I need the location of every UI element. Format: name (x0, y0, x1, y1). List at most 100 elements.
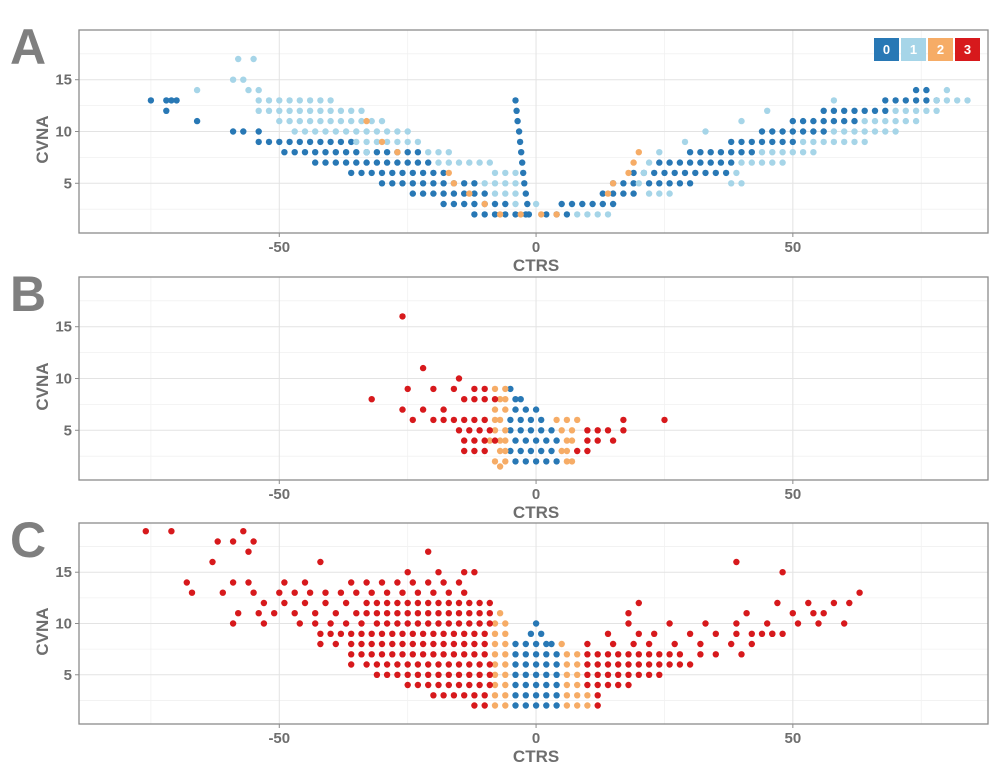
y-tick-label: 15 (55, 319, 72, 336)
data-point-series-3 (312, 620, 319, 627)
data-point-series-3 (425, 620, 432, 627)
data-point-series-3 (461, 396, 468, 403)
data-point-series-2 (481, 200, 488, 208)
data-point-series-3 (368, 640, 375, 648)
data-point-series-2 (558, 447, 565, 455)
data-point-series-0 (728, 138, 735, 146)
data-point-series-3 (322, 599, 329, 607)
data-point-series-0 (322, 149, 329, 156)
data-point-series-3 (394, 579, 401, 586)
data-point-series-1 (368, 117, 375, 125)
data-point-series-0 (373, 159, 381, 166)
data-point-series-3 (378, 640, 386, 648)
legend-swatch-2 (928, 38, 953, 61)
data-point-series-3 (584, 681, 591, 689)
data-point-series-3 (604, 661, 612, 668)
data-point-series-3 (394, 610, 401, 617)
data-point-series-0 (414, 149, 422, 156)
data-point-series-2 (553, 211, 560, 218)
data-point-series-3 (758, 630, 766, 637)
data-point-series-3 (430, 416, 437, 424)
data-point-series-3 (430, 385, 437, 393)
data-point-series-1 (943, 97, 951, 104)
data-point-series-1 (758, 159, 766, 166)
data-point-series-3 (594, 681, 601, 689)
data-point-series-3 (733, 630, 740, 637)
data-point-series-2 (574, 692, 581, 699)
data-point-series-1 (851, 128, 858, 135)
data-point-series-3 (594, 437, 601, 444)
data-point-series-0 (471, 211, 478, 218)
data-point-series-3 (317, 630, 324, 637)
data-point-series-3 (419, 651, 427, 658)
data-point-series-3 (430, 589, 437, 596)
data-point-series-0 (419, 169, 427, 177)
data-point-series-3 (625, 681, 632, 689)
data-point-series-1 (404, 128, 411, 135)
data-point-series-1 (799, 138, 807, 146)
data-point-series-0 (337, 138, 345, 146)
data-point-series-1 (481, 180, 488, 187)
data-point-series-1 (764, 107, 771, 115)
data-point-series-3 (481, 640, 488, 648)
data-point-series-2 (574, 651, 581, 658)
data-point-series-0 (419, 180, 427, 187)
data-point-series-0 (173, 97, 180, 104)
data-point-series-3 (666, 620, 673, 627)
data-point-series-1 (912, 107, 920, 115)
data-point-series-3 (656, 651, 663, 658)
data-point-series-3 (620, 427, 627, 434)
data-point-series-0 (255, 128, 262, 135)
data-point-series-2 (517, 211, 524, 218)
data-point-series-1 (327, 97, 334, 104)
data-point-series-3 (425, 548, 432, 555)
data-point-series-0 (527, 447, 535, 455)
data-point-series-3 (748, 630, 755, 637)
data-point-series-3 (445, 610, 452, 617)
data-point-series-3 (276, 589, 283, 596)
data-point-series-3 (425, 610, 432, 617)
data-point-series-1 (317, 97, 324, 104)
data-point-series-0 (512, 671, 519, 678)
data-point-series-3 (635, 630, 642, 637)
data-point-series-3 (440, 579, 447, 586)
data-point-series-3 (461, 447, 468, 455)
data-point-series-0 (769, 128, 776, 135)
data-point-series-1 (358, 107, 365, 115)
data-point-series-3 (389, 640, 396, 648)
data-point-series-2 (491, 651, 499, 658)
data-point-series-0 (409, 169, 416, 177)
data-point-series-3 (425, 661, 432, 668)
data-point-series-0 (553, 681, 560, 689)
data-point-series-3 (609, 640, 617, 648)
data-point-series-0 (312, 149, 319, 156)
data-point-series-2 (491, 692, 499, 699)
data-point-series-0 (332, 149, 339, 156)
data-point-series-3 (461, 640, 468, 648)
data-point-series-2 (502, 620, 509, 627)
data-point-series-0 (532, 661, 540, 668)
data-point-series-3 (168, 528, 175, 535)
data-point-series-0 (728, 159, 735, 166)
data-point-series-3 (419, 640, 427, 648)
data-point-series-2 (450, 180, 458, 187)
data-point-series-3 (748, 640, 755, 648)
data-point-series-0 (342, 159, 350, 166)
data-point-series-3 (363, 661, 370, 668)
data-point-series-2 (496, 447, 504, 455)
data-point-series-0 (522, 661, 529, 668)
data-point-series-3 (671, 640, 678, 648)
data-point-series-3 (399, 630, 406, 637)
data-point-series-0 (373, 149, 381, 156)
data-point-series-0 (748, 149, 755, 156)
data-point-series-0 (810, 128, 817, 135)
data-point-series-0 (327, 138, 334, 146)
data-point-series-3 (425, 599, 432, 607)
data-point-series-0 (609, 190, 617, 197)
data-point-series-0 (461, 180, 468, 187)
data-point-series-3 (712, 651, 719, 658)
data-point-series-0 (543, 661, 550, 668)
data-point-series-0 (532, 671, 540, 678)
data-point-series-2 (563, 447, 571, 455)
y-tick-label: 5 (64, 175, 72, 192)
